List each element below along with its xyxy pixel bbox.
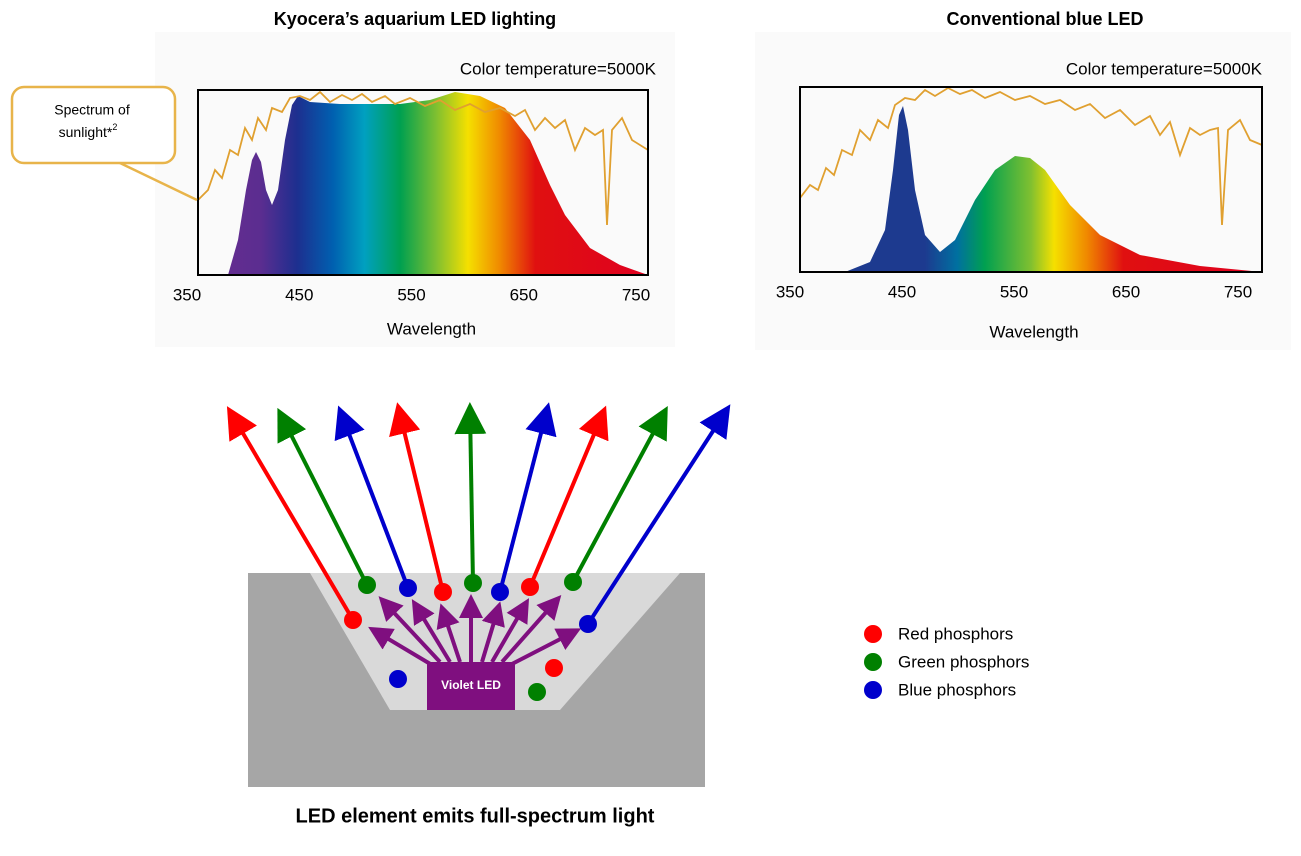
x-tick-label: 650 bbox=[510, 285, 538, 304]
annotation: Color temperature=5000K bbox=[460, 59, 657, 78]
x-tick-label: 350 bbox=[776, 282, 804, 301]
blue-phosphor bbox=[399, 579, 417, 597]
violet-ray bbox=[378, 596, 442, 664]
blue-ray bbox=[334, 405, 410, 589]
callout-text: sunlight* bbox=[59, 124, 113, 140]
spectrum-fill bbox=[845, 106, 1262, 272]
legend-label: Green phosphors bbox=[898, 652, 1029, 671]
x-axis-label: Wavelength bbox=[387, 319, 476, 338]
violet-led bbox=[427, 662, 515, 710]
blue-phosphor bbox=[491, 583, 509, 601]
caption: LED element emits full-spectrum light bbox=[296, 805, 655, 827]
red-phosphor bbox=[521, 578, 539, 596]
sunlight-line bbox=[197, 90, 649, 226]
legend-swatch bbox=[864, 653, 882, 671]
emitted-rays bbox=[226, 402, 731, 626]
violet-ray bbox=[368, 626, 434, 667]
violet-ray bbox=[411, 599, 452, 664]
legend-swatch bbox=[864, 681, 882, 699]
x-tick-label: 550 bbox=[397, 285, 425, 304]
red-phosphor bbox=[344, 611, 362, 629]
violet-ray bbox=[480, 601, 505, 663]
red-ray bbox=[226, 406, 355, 622]
red-ray bbox=[528, 405, 609, 588]
green-ray bbox=[454, 402, 487, 584]
red-phosphor bbox=[434, 583, 452, 601]
legend-label: Red phosphors bbox=[898, 624, 1013, 643]
plot-frame bbox=[799, 86, 1263, 273]
blue-ray bbox=[586, 404, 731, 626]
blue-ray bbox=[498, 402, 557, 593]
x-tick-label: 450 bbox=[888, 282, 916, 301]
x-tick-label: 750 bbox=[1224, 282, 1252, 301]
violet-ray bbox=[436, 603, 462, 663]
green-ray bbox=[571, 405, 668, 583]
green-phosphor bbox=[358, 576, 376, 594]
x-tick-label: 750 bbox=[622, 285, 650, 304]
blue-phosphor bbox=[389, 670, 407, 688]
violet-ray bbox=[509, 628, 582, 667]
green-phosphor bbox=[464, 574, 482, 592]
callout-superscript: 2 bbox=[112, 122, 117, 132]
panel-title: Kyocera’s aquarium LED lighting bbox=[274, 9, 556, 29]
red-phosphor bbox=[545, 659, 563, 677]
spectrum-fill bbox=[228, 92, 648, 275]
phosphors bbox=[344, 573, 597, 701]
legend-label: Blue phosphors bbox=[898, 680, 1016, 699]
plot-frame bbox=[197, 89, 649, 276]
red-ray bbox=[389, 402, 445, 593]
violet-rays bbox=[368, 594, 582, 667]
green-phosphor bbox=[564, 573, 582, 591]
violet-ray bbox=[490, 598, 530, 664]
violet-ray bbox=[500, 595, 562, 664]
green-ray bbox=[277, 407, 369, 586]
green-phosphor bbox=[528, 683, 546, 701]
x-tick-label: 450 bbox=[285, 285, 313, 304]
panel-title: Conventional blue LED bbox=[946, 9, 1143, 29]
callout-box bbox=[10, 85, 177, 165]
callout-text: sunlight*2 bbox=[59, 122, 118, 139]
sunlight-line bbox=[799, 86, 1263, 226]
callout-text: Spectrum of bbox=[54, 102, 130, 118]
x-axis-label: Wavelength bbox=[989, 322, 1078, 341]
x-tick-label: 650 bbox=[1112, 282, 1140, 301]
blue-phosphor bbox=[579, 615, 597, 633]
callout-pointer bbox=[119, 161, 198, 202]
x-tick-label: 350 bbox=[173, 285, 201, 304]
led-label: Violet LED bbox=[441, 678, 501, 692]
annotation: Color temperature=5000K bbox=[1066, 59, 1263, 78]
legend-swatch bbox=[864, 625, 882, 643]
x-tick-label: 550 bbox=[1000, 282, 1028, 301]
